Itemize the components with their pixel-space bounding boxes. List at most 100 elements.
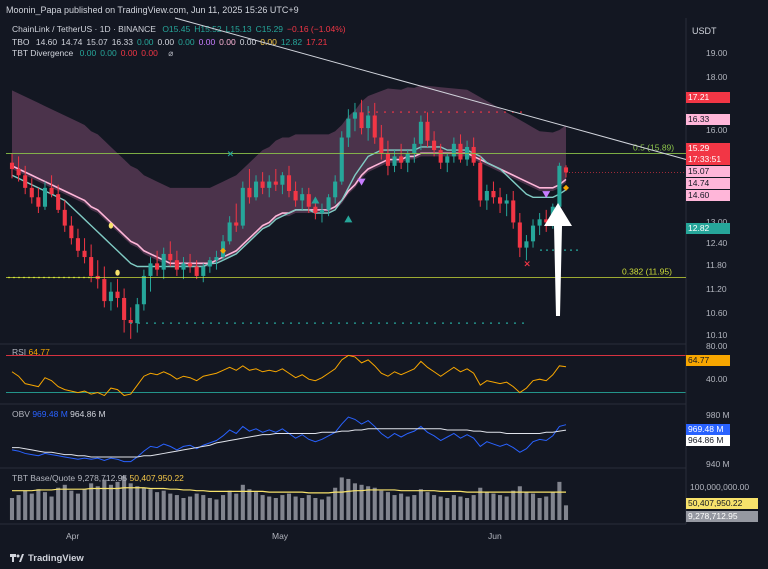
volume-bar xyxy=(240,484,245,520)
candle-body xyxy=(168,253,173,261)
price-tick: 10.10 xyxy=(706,330,728,340)
candle-body xyxy=(267,181,272,188)
volume-bar xyxy=(458,496,463,520)
last-price: 15.29 xyxy=(688,143,710,153)
symbol-legend: ChainLink / TetherUS · 1D · BINANCE O15.… xyxy=(12,24,354,34)
candle-body xyxy=(372,115,377,138)
volume-bar xyxy=(62,484,67,520)
candle-body xyxy=(366,115,371,129)
volume-bar xyxy=(484,492,489,520)
tbo-value: 15.07 xyxy=(86,37,108,47)
candle-body xyxy=(306,194,311,207)
candle-body xyxy=(148,263,153,276)
volume-bar xyxy=(42,492,48,520)
candle-body xyxy=(484,191,489,201)
candle-body xyxy=(517,222,522,248)
divergence-value: 0.00 xyxy=(120,48,138,58)
tbo-value: 0.00 xyxy=(136,37,154,47)
obv-tick: 940 M xyxy=(706,459,730,469)
candle-body xyxy=(379,137,384,154)
volume-bar xyxy=(306,495,311,520)
candle-body xyxy=(385,153,390,166)
candles xyxy=(9,99,569,339)
price-tag: 17.21 xyxy=(686,92,730,103)
candle-body xyxy=(49,187,54,195)
volume-bar xyxy=(214,499,219,520)
candle-body xyxy=(260,181,265,188)
candle-body xyxy=(135,304,140,324)
candle-body xyxy=(346,118,351,138)
candle-body xyxy=(122,297,127,320)
price-tick: 13.00 xyxy=(706,217,728,227)
tbo-value: 0.00 xyxy=(198,37,216,47)
tbo-value: 0.00 xyxy=(239,37,257,47)
volume-bar xyxy=(319,499,325,520)
obv-tag: 969.48 M xyxy=(686,424,730,435)
candle-body xyxy=(108,291,113,302)
volume-bar xyxy=(511,490,516,520)
candle-body xyxy=(425,121,430,141)
volume-bar xyxy=(221,495,226,520)
sub-panes xyxy=(6,354,686,520)
volume-bar xyxy=(517,486,522,520)
tbo-value: 17.21 xyxy=(306,37,328,47)
candle-body xyxy=(75,238,80,251)
volume-bar xyxy=(188,496,193,520)
candle-body xyxy=(504,200,509,204)
volume-bar xyxy=(247,489,252,520)
ohlc-value: H15.52 xyxy=(194,24,222,34)
volume-bar xyxy=(352,483,357,520)
obv-line xyxy=(11,416,567,463)
candle-body xyxy=(181,263,186,270)
obv-name: OBV xyxy=(12,409,30,419)
rsi-tick: 40.00 xyxy=(706,374,728,384)
price-tick: 11.20 xyxy=(706,284,727,294)
rsi-title: RSI 64.77 xyxy=(12,347,50,357)
last-price-tag: 15.29 17:33:51 xyxy=(686,143,730,165)
volume-bar xyxy=(550,492,555,520)
price-tick: 19.00 xyxy=(706,48,728,58)
settings-icon[interactable]: ⌀ xyxy=(168,48,174,58)
volume-bar xyxy=(128,483,133,520)
tbo-value: 0.00 xyxy=(260,37,277,47)
brand-logo[interactable]: TradingView xyxy=(10,553,84,564)
candle-body xyxy=(155,263,160,270)
price-tag: 14.74 xyxy=(686,178,730,189)
price-tick: 10.60 xyxy=(706,308,728,318)
volume-bar xyxy=(537,498,542,520)
countdown: 17:33:51 xyxy=(688,154,722,164)
volume-bar xyxy=(478,487,483,520)
time-tick: Apr xyxy=(66,531,80,541)
divergence-value: 0.00 xyxy=(79,48,97,58)
time-tick: May xyxy=(272,531,289,541)
volume-tag: 9,278,712.95 xyxy=(686,511,758,522)
volume-bar xyxy=(89,483,94,520)
candle-body xyxy=(563,167,569,173)
volume-bar xyxy=(286,493,292,520)
tbo-value: 14.60 xyxy=(35,37,58,47)
volume-bar xyxy=(201,495,206,520)
volume-bar xyxy=(181,498,186,520)
divergence-value: 0.00 xyxy=(141,48,158,58)
obv-tick: 980 M xyxy=(706,410,730,420)
time-tick: Jun xyxy=(488,531,502,541)
volume-value-2: 50,407,950.22 xyxy=(129,473,184,483)
volume-bar xyxy=(491,493,496,520)
price-tick: 18.00 xyxy=(706,72,728,82)
candle-body xyxy=(399,156,404,163)
price-tag: 14.60 xyxy=(686,190,730,201)
candle-body xyxy=(29,187,34,198)
volume-bar xyxy=(530,493,536,520)
volume-bar xyxy=(36,489,41,520)
candle-body xyxy=(458,143,463,160)
volume-bar xyxy=(544,496,549,520)
ohlc-value: L15.13 xyxy=(225,24,252,34)
candle-body xyxy=(286,175,292,191)
volume-bar xyxy=(234,493,239,520)
candle-body xyxy=(201,266,206,276)
candle-body xyxy=(544,219,549,223)
candle-body xyxy=(405,153,410,163)
volume-bar xyxy=(23,490,28,520)
candle-body xyxy=(9,162,15,169)
